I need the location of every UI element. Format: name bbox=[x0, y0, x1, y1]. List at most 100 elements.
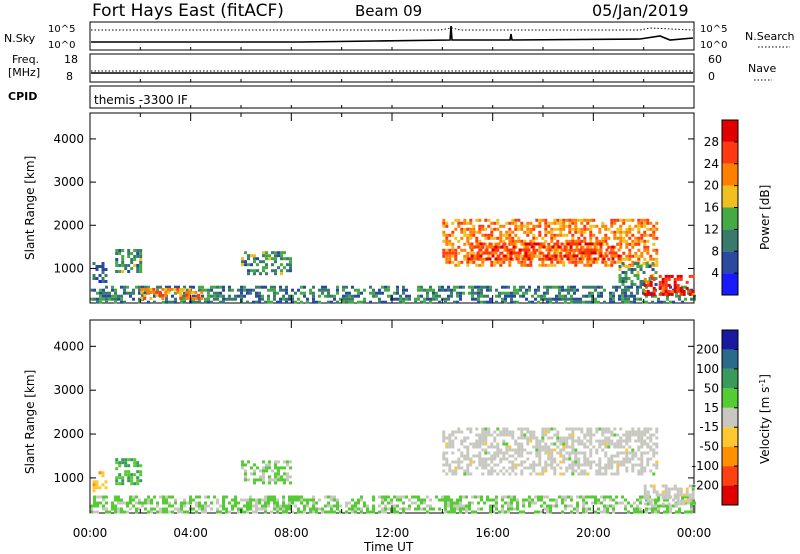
scatter-cell bbox=[604, 472, 608, 476]
scatter-cell bbox=[646, 496, 650, 500]
scatter-cell bbox=[289, 466, 292, 470]
scatter-cell bbox=[552, 498, 555, 502]
scatter-cell bbox=[535, 472, 539, 476]
scatter-cell bbox=[423, 501, 426, 505]
scatter-cell bbox=[297, 507, 300, 511]
scatter-cell bbox=[601, 239, 605, 243]
scatter-cell bbox=[484, 430, 488, 434]
scatter-cell bbox=[543, 495, 546, 499]
scatter-cell bbox=[651, 300, 654, 304]
scatter-cell bbox=[264, 495, 267, 499]
scatter-cell bbox=[273, 504, 276, 508]
scatter-cell bbox=[99, 294, 102, 298]
scatter-cell bbox=[351, 507, 354, 511]
scatter-cell bbox=[120, 297, 123, 301]
scatter-cell bbox=[231, 498, 234, 502]
scatter-cell bbox=[544, 466, 548, 470]
scatter-cell bbox=[450, 504, 453, 508]
scatter-cell bbox=[306, 501, 309, 505]
scatter-cell bbox=[524, 257, 528, 261]
scatter-cell bbox=[571, 260, 575, 264]
scatter-cell bbox=[625, 218, 629, 222]
scatter-cell bbox=[478, 463, 482, 467]
scatter-cell bbox=[354, 501, 357, 505]
scatter-cell bbox=[571, 469, 575, 473]
scatter-cell bbox=[631, 233, 635, 237]
scatter-cell bbox=[274, 463, 277, 467]
scatter-cell bbox=[265, 251, 268, 255]
scatter-cell bbox=[309, 291, 312, 295]
scatter-cell bbox=[420, 507, 423, 511]
scatter-cell bbox=[523, 230, 527, 234]
scatter-cell bbox=[514, 224, 518, 228]
x-tick-label: 12:00 bbox=[375, 526, 410, 540]
scatter-cell bbox=[669, 510, 672, 514]
scatter-cell bbox=[408, 297, 411, 301]
scatter-cell bbox=[619, 257, 623, 261]
scatter-cell bbox=[646, 239, 650, 243]
scatter-cell bbox=[514, 254, 518, 258]
scatter-cell bbox=[253, 254, 256, 258]
scatter-cell bbox=[280, 272, 283, 276]
scatter-cell bbox=[553, 466, 557, 470]
scatter-cell bbox=[255, 501, 258, 505]
scatter-cell bbox=[509, 251, 513, 255]
scatter-cell bbox=[387, 294, 390, 298]
scatter-cell bbox=[584, 251, 588, 255]
scatter-cell bbox=[264, 510, 267, 514]
scatter-cell bbox=[655, 263, 659, 267]
scatter-cell bbox=[101, 483, 105, 487]
scatter-cell bbox=[625, 239, 629, 243]
scatter-cell bbox=[685, 286, 689, 290]
scatter-cell bbox=[484, 436, 488, 440]
scatter-cell bbox=[135, 507, 138, 511]
scatter-cell bbox=[579, 300, 582, 304]
scatter-cell bbox=[135, 495, 138, 499]
scatter-cell bbox=[583, 454, 587, 458]
scatter-cell bbox=[405, 294, 408, 298]
scatter-cell bbox=[117, 501, 120, 505]
scatter-cell bbox=[572, 242, 576, 246]
scatter-cell bbox=[691, 484, 695, 488]
scatter-cell bbox=[456, 507, 459, 511]
x-tick-label: 00:00 bbox=[677, 526, 712, 540]
scatter-cell bbox=[108, 291, 111, 295]
scatter-cell bbox=[627, 294, 630, 298]
scatter-cell bbox=[463, 233, 467, 237]
scatter-cell bbox=[580, 430, 584, 434]
scatter-cell bbox=[637, 463, 641, 467]
scatter-cell bbox=[643, 496, 647, 500]
scatter-cell bbox=[679, 502, 683, 506]
scatter-cell bbox=[541, 257, 545, 261]
scatter-cell bbox=[621, 291, 624, 295]
scatter-cell bbox=[528, 285, 531, 289]
scatter-cell bbox=[538, 445, 542, 449]
scatter-cell bbox=[484, 448, 488, 452]
scatter-cell bbox=[643, 484, 647, 488]
scatter-cell bbox=[529, 230, 533, 234]
scatter-cell bbox=[617, 257, 621, 261]
scatter-cell bbox=[690, 501, 693, 505]
scatter-cell bbox=[556, 239, 560, 243]
scatter-cell bbox=[486, 498, 489, 502]
scatter-cell bbox=[255, 300, 258, 304]
scatter-cell bbox=[282, 510, 285, 514]
scatter-cell bbox=[633, 262, 637, 265]
scatter-cell bbox=[387, 507, 390, 511]
scatter-cell bbox=[628, 430, 632, 434]
scatter-cell bbox=[512, 245, 516, 249]
scatter-cell bbox=[496, 448, 500, 452]
scatter-cell bbox=[670, 289, 674, 293]
scatter-cell bbox=[99, 501, 102, 505]
scatter-cell bbox=[599, 242, 603, 246]
scatter-cell bbox=[607, 442, 611, 446]
scatter-cell bbox=[607, 466, 611, 470]
scatter-cell bbox=[256, 269, 259, 273]
scatter-cell bbox=[265, 254, 268, 258]
scatter-cell bbox=[216, 285, 219, 289]
scatter-cell bbox=[114, 498, 117, 502]
scatter-cell bbox=[475, 454, 479, 458]
scatter-cell bbox=[559, 230, 563, 234]
colorbar-swatch bbox=[722, 229, 738, 252]
scatter-cell bbox=[466, 427, 470, 431]
